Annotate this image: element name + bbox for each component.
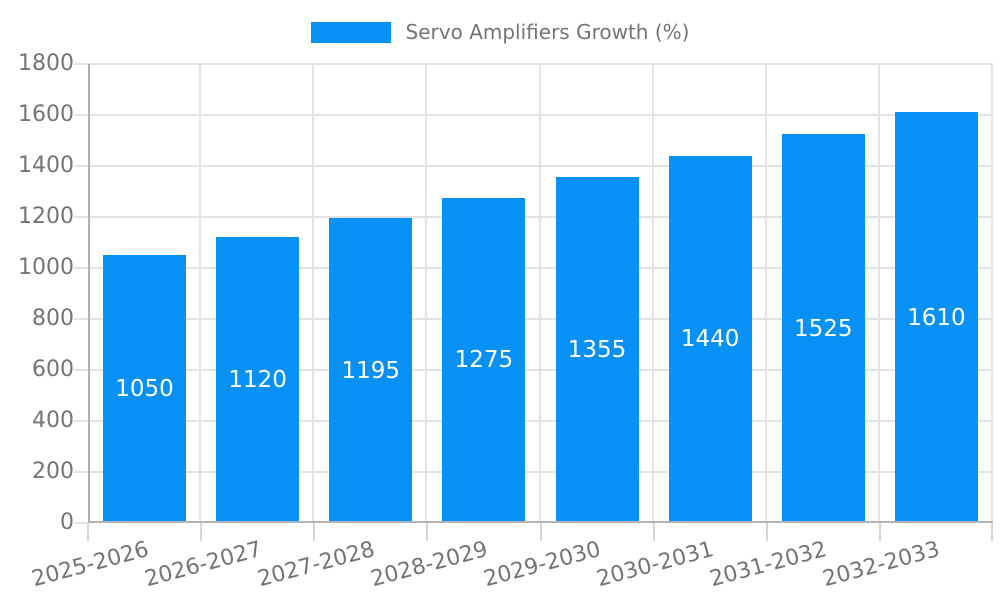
bar-value-label: 1525 xyxy=(794,315,853,342)
x-tick-mark xyxy=(200,523,203,541)
v-gridline xyxy=(651,64,654,523)
x-tick-mark xyxy=(991,523,993,541)
x-tick-mark xyxy=(539,523,542,541)
y-tick-mark xyxy=(74,420,88,422)
bar-value-label: 1050 xyxy=(115,376,174,403)
chart-legend: Servo Amplifiers Growth (%) xyxy=(0,20,1000,44)
bar-value-label: 1610 xyxy=(907,304,966,331)
v-gridline xyxy=(199,64,202,523)
bar-value-label: 1275 xyxy=(454,347,514,374)
plot-area: 1050 1120 1195 1275 1355 1440 1525 1610 xyxy=(88,63,993,523)
x-tick-mark xyxy=(878,523,881,541)
y-tick-label: 1200 xyxy=(18,204,74,229)
y-tick-mark xyxy=(74,267,88,269)
v-gridline xyxy=(991,64,993,523)
h-gridline xyxy=(88,471,993,473)
y-tick-mark xyxy=(74,114,88,116)
x-tick-mark xyxy=(426,523,429,541)
v-gridline xyxy=(425,64,428,523)
y-tick-label: 1400 xyxy=(18,153,74,178)
h-gridline xyxy=(88,114,993,116)
v-gridline xyxy=(538,64,541,523)
h-gridline xyxy=(88,216,993,218)
h-gridline xyxy=(88,369,993,371)
y-axis-line xyxy=(88,64,90,523)
bar-2025-2026: 1050 xyxy=(103,255,187,523)
y-tick-mark xyxy=(74,63,88,65)
bar-2032-2033: 1610 xyxy=(894,112,978,523)
h-gridline xyxy=(88,63,993,65)
y-tick-label: 1000 xyxy=(18,255,74,280)
bar-2026-2027: 1120 xyxy=(216,237,300,523)
y-tick-label: 400 xyxy=(32,408,74,433)
y-tick-label: 200 xyxy=(32,459,74,484)
bar-value-label: 1195 xyxy=(341,357,401,384)
h-gridline xyxy=(88,165,993,167)
v-gridline xyxy=(877,64,880,523)
y-tick-mark xyxy=(74,522,88,524)
bar-2029-2030: 1355 xyxy=(555,177,639,523)
y-tick-mark xyxy=(74,165,88,167)
bar-2027-2028: 1195 xyxy=(329,218,413,523)
x-tick-mark xyxy=(87,523,89,541)
y-tick-mark xyxy=(74,369,88,371)
y-tick-label: 1800 xyxy=(18,51,74,76)
y-tick-label: 0 xyxy=(60,510,74,535)
bar-2030-2031: 1440 xyxy=(668,155,752,523)
legend-label: Servo Amplifiers Growth (%) xyxy=(405,20,690,44)
x-tick-mark xyxy=(765,523,768,541)
h-gridline xyxy=(88,267,993,269)
bar-2031-2032: 1525 xyxy=(781,134,865,523)
legend-swatch-icon xyxy=(310,21,391,43)
y-tick-label: 600 xyxy=(32,357,74,382)
y-tick-label: 800 xyxy=(32,306,74,331)
bar-value-label: 1440 xyxy=(680,326,740,353)
y-tick-mark xyxy=(74,471,88,473)
y-tick-label: 1600 xyxy=(18,102,74,127)
bar-2028-2029: 1275 xyxy=(442,197,526,523)
x-tick-mark xyxy=(652,523,655,541)
v-gridline xyxy=(764,64,767,523)
x-axis-line xyxy=(88,521,993,523)
y-tick-mark xyxy=(74,216,88,218)
v-gridline xyxy=(312,64,315,523)
h-gridline xyxy=(88,420,993,422)
y-tick-mark xyxy=(74,318,88,320)
h-gridline xyxy=(88,318,993,320)
bar-value-label: 1355 xyxy=(567,337,627,364)
x-tick-mark xyxy=(313,523,316,541)
bar-value-label: 1120 xyxy=(228,367,287,394)
